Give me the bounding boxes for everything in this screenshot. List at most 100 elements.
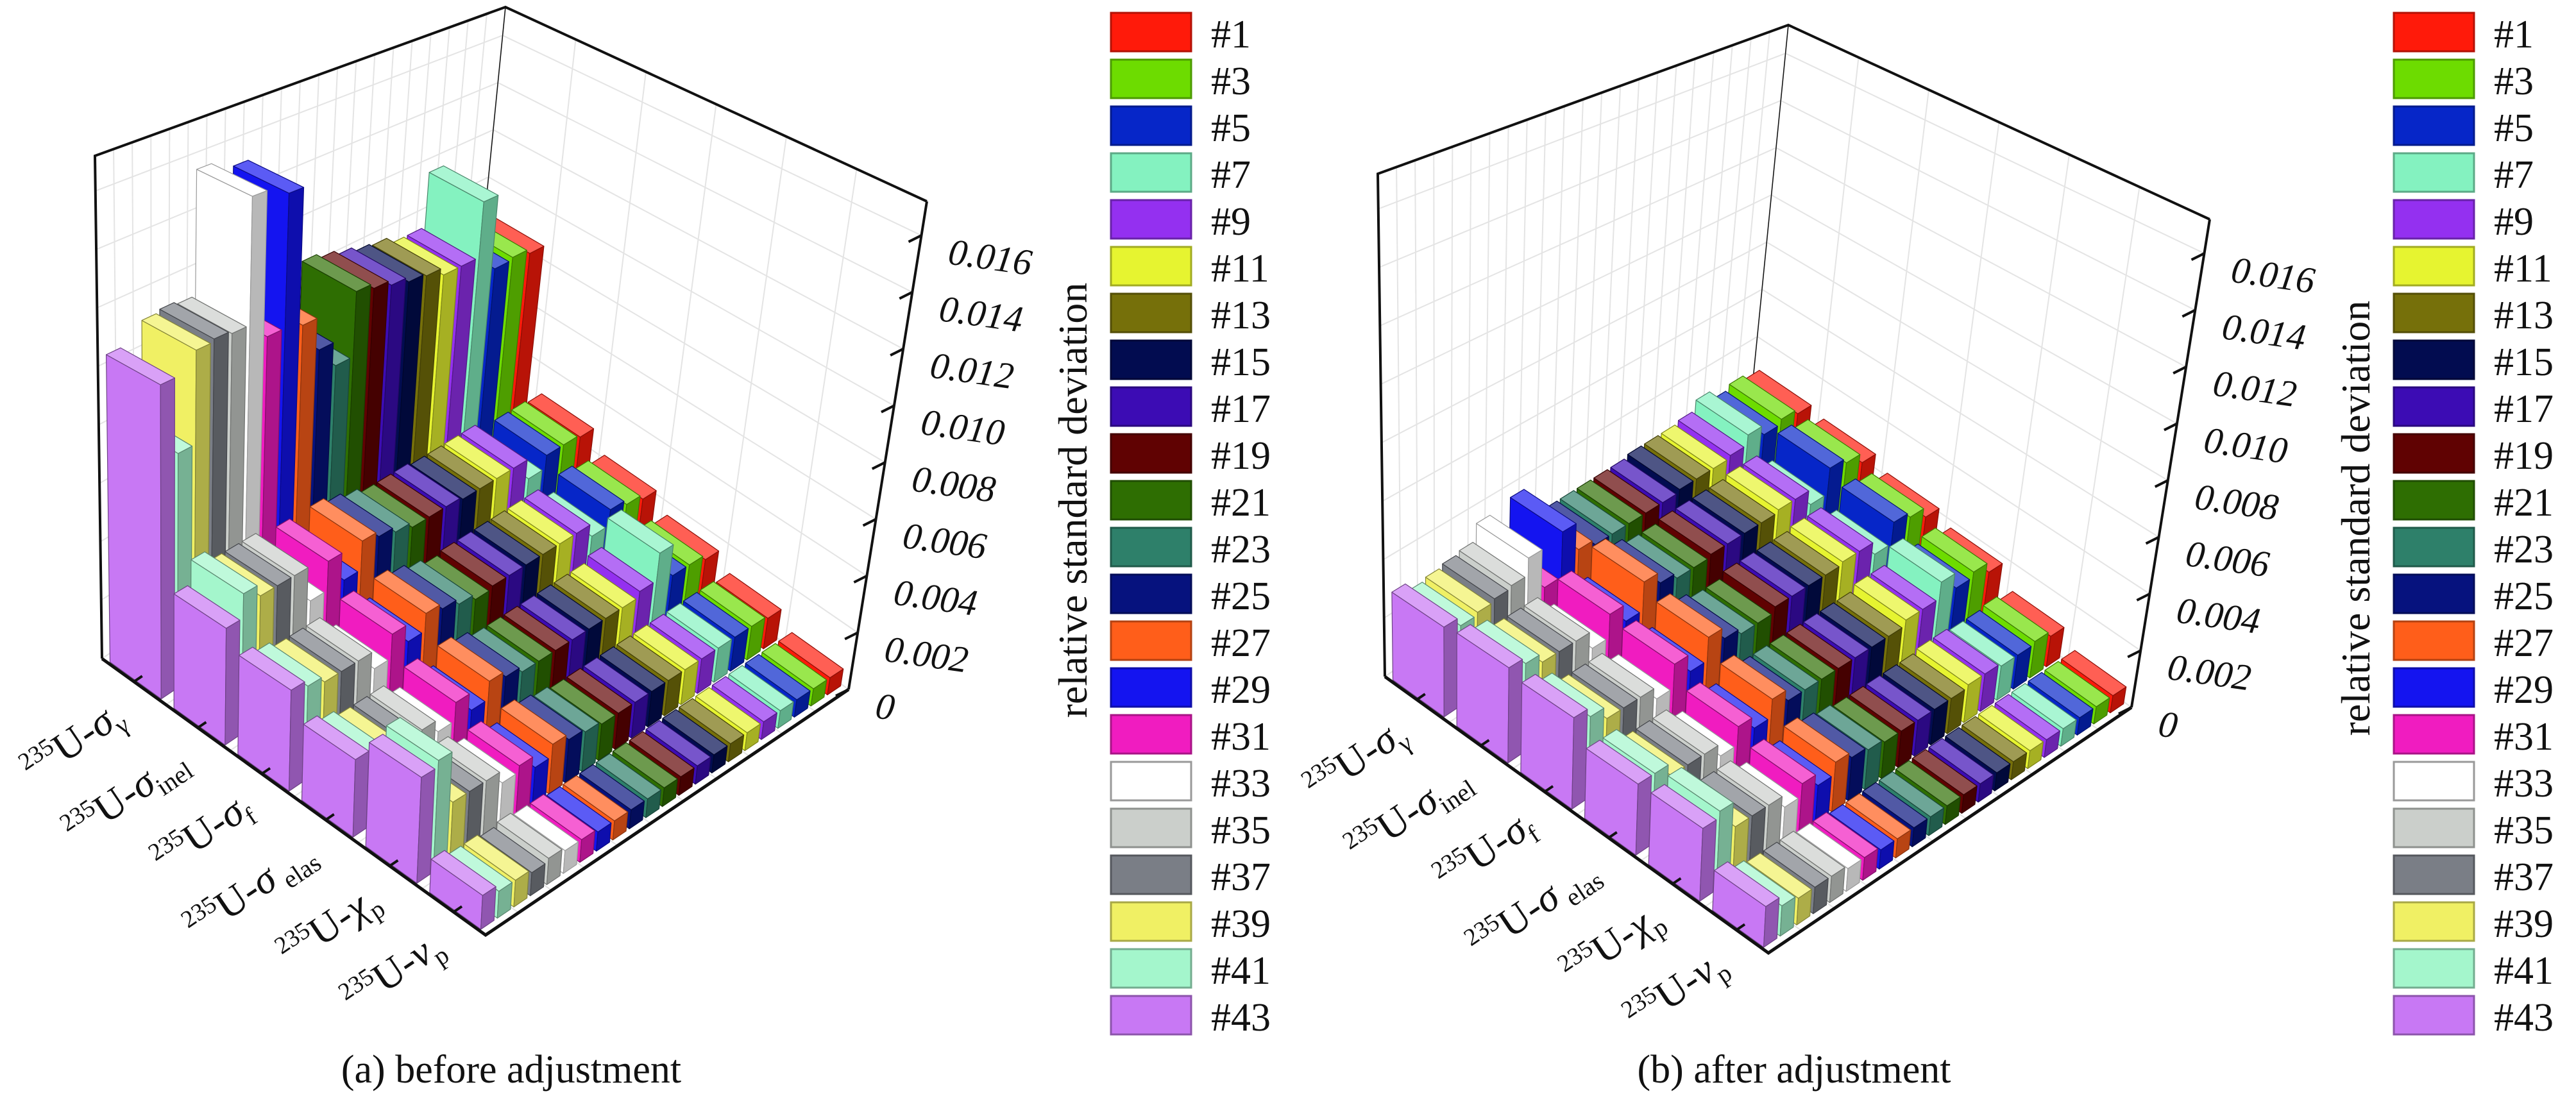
legend-item: #25	[2393, 573, 2554, 618]
legend-swatch	[2393, 58, 2475, 99]
bar-#43-cat4	[365, 734, 436, 884]
legend-item: #7	[1110, 152, 1251, 197]
z-tick-label: 0.010	[919, 401, 1007, 454]
z-tick-label: 0.014	[936, 287, 1025, 341]
bar-top-face	[1391, 583, 1458, 628]
bar-top-face	[369, 685, 436, 730]
bar-top-face	[507, 500, 574, 544]
bar-top-face	[1921, 527, 1988, 573]
legend-swatch	[1110, 12, 1192, 53]
bar-top-face	[1588, 653, 1655, 698]
legend-label: #3	[2494, 60, 2534, 103]
box-frame	[93, 5, 928, 659]
legend-label: #1	[2494, 13, 2534, 56]
legend-label: #15	[1211, 341, 1271, 384]
bar-top-face	[616, 635, 682, 681]
bar-top-face	[1720, 655, 1786, 700]
legend-label: #5	[2494, 106, 2534, 150]
bar-top-face	[1709, 478, 1775, 524]
legend-label: #7	[2494, 153, 2534, 197]
legend-label: #21	[2494, 481, 2554, 525]
z-tick	[2118, 706, 2132, 715]
bar-top-face	[403, 658, 470, 704]
bar-top-face	[1656, 593, 1723, 638]
bar-top-face	[1842, 478, 1908, 523]
bar-top-face	[1750, 739, 1817, 784]
grid-line	[1697, 45, 1733, 465]
legend: #1#3#5#7#9#11#13#15#17#19#21#23#25#27#29…	[1110, 12, 1271, 1040]
bar-top-face	[711, 676, 777, 723]
legend-swatch	[2393, 433, 2475, 474]
bar-top-face	[233, 160, 305, 194]
bar-top-face	[373, 569, 440, 614]
legend-swatch	[1110, 620, 1192, 661]
legend-item: #41	[2393, 948, 2554, 993]
bar-top-face	[1949, 621, 2015, 667]
legend-label: #31	[2494, 715, 2554, 759]
bar-top-face	[1889, 538, 1956, 583]
legend-label: #35	[2494, 809, 2554, 852]
bar-top-face	[761, 643, 827, 689]
bar-top-face	[2061, 650, 2127, 696]
bar-top-face	[369, 734, 436, 778]
legend-item: #33	[2393, 761, 2554, 805]
grid-line	[1598, 85, 1622, 532]
legend-swatch	[1110, 433, 1192, 474]
z-tick-label: 0.012	[2210, 362, 2299, 416]
legend-item: #27	[1110, 620, 1271, 665]
bar-top-face	[173, 585, 241, 629]
legend-swatch	[2393, 12, 2475, 53]
legend-item: #15	[2393, 339, 2554, 384]
bar-top-face	[480, 827, 546, 873]
legend-label: #31	[1211, 715, 1271, 759]
bar-top-face	[533, 686, 600, 732]
legend-label: #39	[2494, 902, 2554, 946]
z-tick-label: 0.006	[2183, 532, 2272, 586]
box-frame	[1376, 23, 2210, 677]
bar-top-face	[1507, 607, 1573, 652]
bar-top-face	[1777, 425, 1844, 469]
legend-label: #33	[1211, 762, 1271, 805]
z-tick	[853, 575, 868, 584]
category-tick	[1672, 877, 1682, 885]
bar-top-face	[1773, 530, 1840, 576]
z-axis	[847, 201, 928, 690]
legend-label: #1	[1211, 13, 1251, 56]
legend-swatch	[1110, 246, 1192, 287]
category-tick	[453, 905, 463, 913]
bar-top-face	[1829, 804, 1895, 850]
bar-top-face	[588, 546, 654, 592]
legend-swatch	[1110, 573, 1192, 614]
floor-axes	[101, 657, 850, 938]
bar-top-face	[1813, 812, 1879, 858]
legend-swatch	[2393, 620, 2475, 661]
bar-top-face	[393, 463, 461, 507]
bar-top-face	[1658, 510, 1725, 555]
legend-swatch	[2393, 807, 2475, 848]
z-tick-label: 0.014	[2219, 305, 2308, 358]
legend-item: #35	[1110, 807, 1271, 852]
bar-top-face	[289, 627, 356, 672]
legend-item: #25	[1110, 573, 1271, 618]
legend-swatch	[1110, 386, 1192, 427]
bar-top-face	[473, 521, 540, 566]
grid-line	[1731, 31, 1770, 443]
bar-top-face	[2028, 671, 2094, 718]
bar-top-face	[1641, 523, 1708, 568]
legend-item: #29	[1110, 667, 1271, 712]
legend-label: #7	[1211, 153, 1251, 197]
legend-label: #15	[2494, 341, 2554, 384]
legend-label: #27	[1211, 621, 1271, 665]
bar-top-face	[1786, 623, 1852, 670]
bar-top-face	[1729, 375, 1795, 420]
bar-top-face	[1746, 852, 1812, 899]
z-tick	[2136, 593, 2151, 602]
bar-top-face	[682, 592, 749, 638]
grid-line	[592, 71, 647, 505]
legend-item: #43	[1110, 995, 1271, 1040]
panel-b-after-adjustment: 00.0020.0040.0060.0080.0100.0120.0140.01…	[1296, 12, 2554, 1092]
bar-top-face	[563, 775, 629, 822]
legend-item: #3	[1110, 58, 1251, 103]
bar-top-face	[1879, 771, 1945, 818]
legend-label: #13	[2494, 294, 2554, 337]
